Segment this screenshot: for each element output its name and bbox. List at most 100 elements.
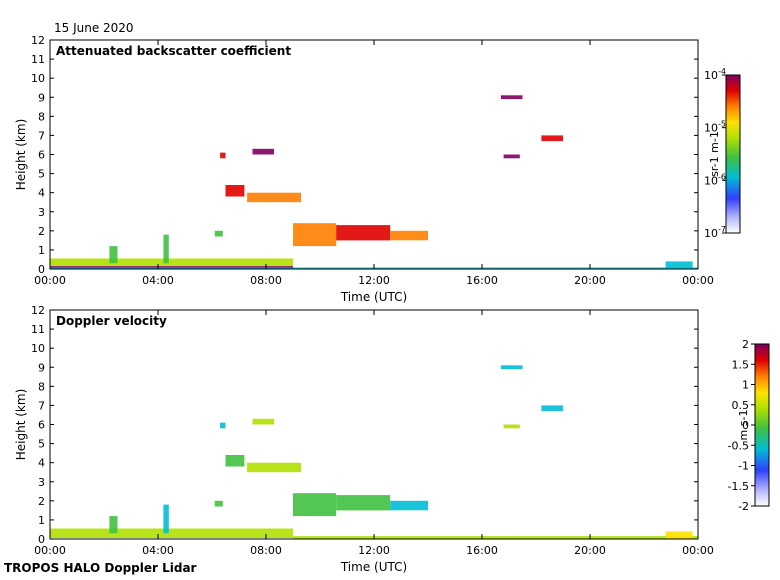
data-cell [247, 192, 302, 203]
y-tick-label: 5 [38, 168, 45, 181]
colorbar-tick-label: -1.5 [728, 480, 749, 493]
colorbar-label: sr-1 m-1 [708, 131, 721, 177]
data-cell [293, 223, 337, 247]
data-cell [50, 528, 293, 538]
data-cell [390, 500, 428, 511]
y-axis-label: Height (km) [14, 119, 28, 190]
data-cell [252, 148, 275, 155]
data-cell [109, 246, 118, 264]
backscatter-panel: Attenuated backscatter coefficient012345… [14, 34, 741, 304]
data-cell [500, 365, 523, 370]
data-features [50, 95, 698, 269]
y-tick-label: 0 [38, 263, 45, 276]
y-tick-label: 12 [31, 304, 45, 317]
data-cell [500, 95, 523, 100]
data-cell [665, 261, 693, 269]
y-tick-label: 9 [38, 91, 45, 104]
data-cell [163, 504, 169, 534]
data-cell [390, 230, 428, 241]
colorbar-tick-label: 1.5 [732, 358, 750, 371]
panel-title: Doppler velocity [56, 314, 167, 328]
y-tick-label: 9 [38, 361, 45, 374]
x-tick-label: 16:00 [466, 544, 498, 557]
colorbar-tick-label: -1 [738, 460, 749, 473]
data-cell [665, 531, 693, 539]
colorbar-tick-label: -0.5 [728, 439, 749, 452]
y-tick-label: 3 [38, 476, 45, 489]
y-tick-label: 11 [31, 323, 45, 336]
colorbar-tick-label: -2 [738, 500, 749, 513]
y-tick-label: 10 [31, 72, 45, 85]
data-cell [503, 154, 520, 159]
y-tick-label: 7 [38, 399, 45, 412]
x-tick-label: 12:00 [358, 544, 390, 557]
data-cell [541, 405, 563, 412]
colorbar [725, 74, 741, 234]
y-tick-label: 7 [38, 129, 45, 142]
data-cell [225, 455, 245, 467]
x-tick-label: 12:00 [358, 274, 390, 287]
y-tick-label: 3 [38, 206, 45, 219]
y-tick-label: 2 [38, 495, 45, 508]
data-cell [109, 516, 118, 534]
x-tick-label: 00:00 [34, 274, 66, 287]
x-tick-label: 00:00 [682, 274, 714, 287]
y-tick-label: 0 [38, 533, 45, 546]
colorbar-tick-label: 2 [742, 338, 749, 351]
y-tick-label: 5 [38, 438, 45, 451]
data-cell [541, 135, 563, 142]
data-cell [336, 225, 391, 241]
data-cell [50, 258, 293, 267]
x-tick-label: 00:00 [682, 544, 714, 557]
x-axis-label: Time (UTC) [340, 560, 407, 574]
x-tick-label: 16:00 [466, 274, 498, 287]
x-tick-label: 00:00 [34, 544, 66, 557]
data-cell [214, 500, 223, 507]
data-cell [220, 422, 226, 429]
y-tick-label: 8 [38, 380, 45, 393]
data-cell [293, 536, 698, 539]
data-cell [214, 230, 223, 237]
y-tick-label: 8 [38, 110, 45, 123]
y-tick-label: 4 [38, 457, 45, 470]
y-tick-label: 1 [38, 244, 45, 257]
y-tick-label: 1 [38, 514, 45, 527]
x-tick-label: 08:00 [250, 274, 282, 287]
data-cell [293, 493, 337, 517]
x-tick-label: 20:00 [574, 544, 606, 557]
y-tick-label: 12 [31, 34, 45, 47]
y-axis-label: Height (km) [14, 389, 28, 460]
colorbar-tick-label: 0 [742, 419, 749, 432]
y-tick-label: 11 [31, 53, 45, 66]
date-label: 15 June 2020 [54, 21, 134, 35]
data-features [50, 365, 698, 539]
x-tick-label: 04:00 [142, 274, 174, 287]
y-tick-label: 6 [38, 149, 45, 162]
data-cell [503, 424, 520, 429]
y-tick-label: 6 [38, 419, 45, 432]
y-tick-label: 10 [31, 342, 45, 355]
colorbar-tick-label: 0.5 [732, 399, 750, 412]
data-cell [163, 234, 169, 264]
colorbar-tick-label: 1 [742, 379, 749, 392]
colorbar-tick-label: 10-7 [704, 225, 726, 240]
colorbar-tick-label: 10-5 [704, 120, 726, 135]
x-tick-label: 08:00 [250, 544, 282, 557]
y-tick-label: 4 [38, 187, 45, 200]
colorbar-tick-label: 10-4 [704, 67, 726, 82]
colorbar-tick-label: 10-6 [704, 172, 726, 187]
x-axis-label: Time (UTC) [340, 290, 407, 304]
data-cell [225, 185, 245, 197]
x-tick-label: 04:00 [142, 544, 174, 557]
instrument-label: TROPOS HALO Doppler Lidar [4, 561, 197, 575]
colorbar [754, 343, 770, 507]
y-tick-label: 2 [38, 225, 45, 238]
panel-title: Attenuated backscatter coefficient [56, 44, 291, 58]
data-cell [336, 495, 391, 511]
x-tick-label: 20:00 [574, 274, 606, 287]
data-cell [247, 462, 302, 473]
data-cell [220, 152, 226, 159]
data-cell [252, 418, 275, 425]
